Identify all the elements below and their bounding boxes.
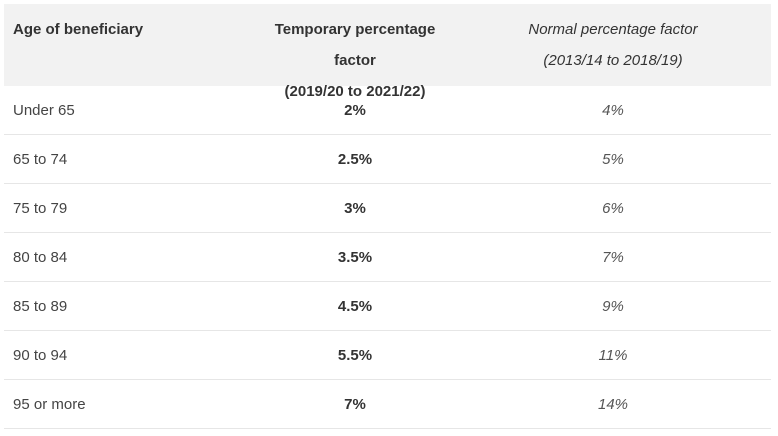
cell-normal-factor: 7%	[602, 248, 624, 266]
cell-age: 90 to 94	[13, 346, 68, 364]
table-row: 95 or more 7% 14%	[4, 380, 771, 429]
cell-age: 95 or more	[13, 395, 86, 413]
cell-normal-factor: 9%	[602, 297, 624, 315]
cell-temporary-factor: 2%	[344, 101, 366, 119]
header-temporary-label: Temporary percentage factor	[274, 21, 436, 69]
header-age-of-beneficiary: Age of beneficiary	[4, 4, 255, 86]
header-temporary-percentage-factor: Temporary percentage factor (2019/20 to …	[255, 4, 455, 100]
header-age-label: Age of beneficiary	[13, 21, 144, 38]
cell-temporary-factor: 5.5%	[337, 346, 373, 364]
percentage-factor-table: Age of beneficiary Temporary percentage …	[4, 4, 771, 429]
cell-age: 75 to 79	[13, 199, 68, 217]
cell-normal-factor: 4%	[602, 101, 624, 119]
cell-age: 80 to 84	[13, 248, 68, 266]
header-normal-percentage-factor: Normal percentage factor (2013/14 to 201…	[455, 4, 771, 86]
table-header: Age of beneficiary Temporary percentage …	[4, 4, 771, 100]
cell-normal-factor: 5%	[602, 150, 624, 168]
cell-temporary-factor: 3%	[344, 199, 366, 217]
header-normal-period: (2013/14 to 2018/19)	[543, 52, 683, 69]
cell-age: 65 to 74	[13, 150, 68, 168]
table-row: 90 to 94 5.5% 11%	[4, 331, 771, 380]
table-row: 75 to 79 3% 6%	[4, 184, 771, 233]
cell-age: 85 to 89	[13, 297, 68, 315]
cell-normal-factor: 14%	[597, 395, 629, 413]
cell-normal-factor: 11%	[598, 346, 628, 364]
header-temporary-period: (2019/20 to 2021/22)	[284, 83, 426, 100]
table-row: Under 65 2% 4%	[4, 86, 771, 135]
cell-temporary-factor: 7%	[344, 395, 366, 413]
cell-temporary-factor: 2.5%	[337, 150, 373, 168]
cell-normal-factor: 6%	[602, 199, 624, 217]
cell-temporary-factor: 4.5%	[337, 297, 373, 315]
cell-temporary-factor: 3.5%	[337, 248, 373, 266]
header-normal-label: Normal percentage factor	[528, 21, 698, 38]
table-row: 80 to 84 3.5% 7%	[4, 233, 771, 282]
table-row: 65 to 74 2.5% 5%	[4, 135, 771, 184]
cell-age: Under 65	[13, 101, 75, 119]
table-row: 85 to 89 4.5% 9%	[4, 282, 771, 331]
